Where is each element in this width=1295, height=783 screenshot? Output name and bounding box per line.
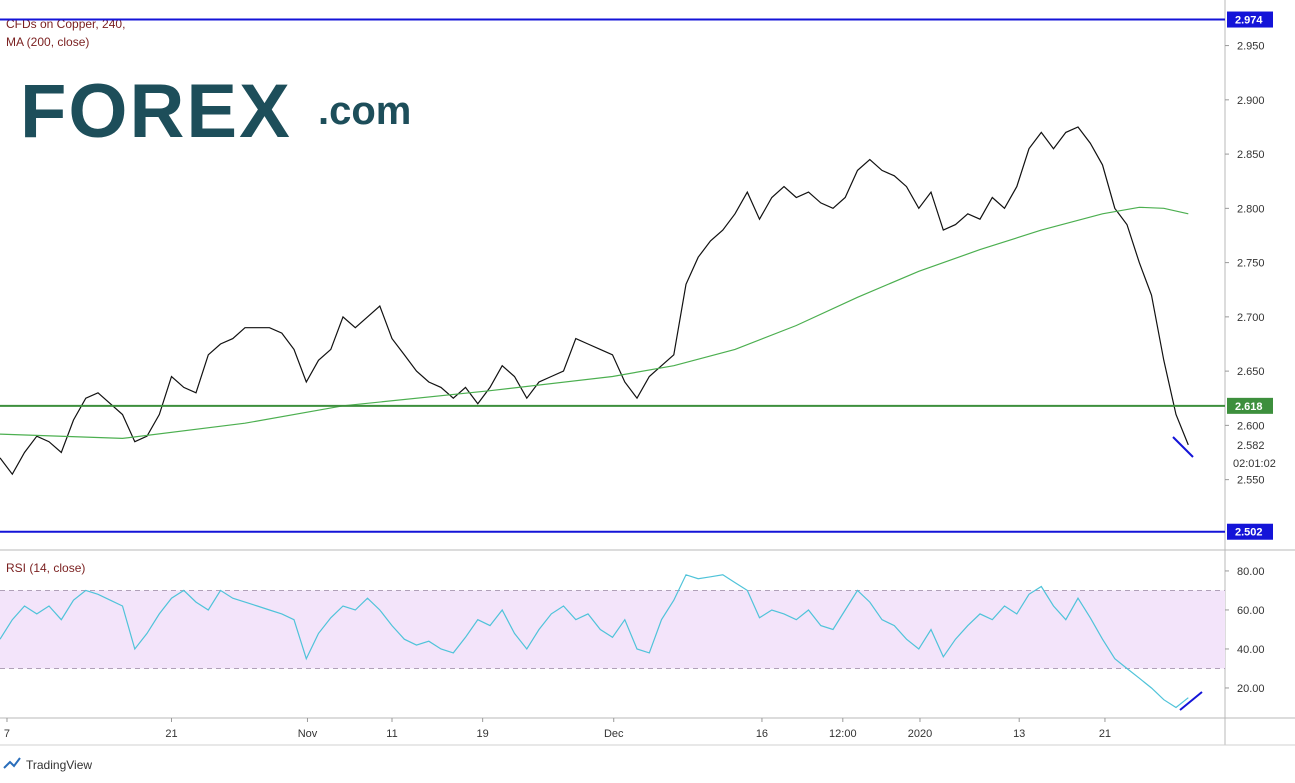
y-tick-label: 40.00 bbox=[1237, 644, 1265, 656]
x-tick-label: 2020 bbox=[908, 728, 932, 740]
y-tick-label: 2.550 bbox=[1237, 475, 1265, 487]
countdown: 02:01:02 bbox=[1233, 458, 1276, 470]
x-tick-label: 11 bbox=[386, 728, 397, 740]
y-tick-label: 80.00 bbox=[1237, 566, 1265, 578]
y-tick-label: 2.750 bbox=[1237, 258, 1265, 270]
footer-brand: TradingView bbox=[26, 758, 92, 772]
level-label: 2.974 bbox=[1235, 15, 1263, 27]
x-tick-label: 13 bbox=[1013, 728, 1025, 740]
trend-drawing bbox=[1179, 691, 1203, 711]
y-tick-label: 20.00 bbox=[1237, 683, 1265, 695]
series-line bbox=[0, 126, 1189, 476]
series-line bbox=[0, 574, 1189, 709]
y-tick-label: 2.900 bbox=[1237, 95, 1265, 107]
level-label-box bbox=[1227, 11, 1273, 28]
rsi-title: RSI (14, close) bbox=[6, 561, 85, 575]
x-tick-label: 21 bbox=[1099, 728, 1111, 740]
y-tick-label: 2.850 bbox=[1237, 149, 1265, 161]
level-label-box bbox=[1227, 397, 1273, 414]
level-label: 2.618 bbox=[1235, 401, 1263, 413]
x-tick-label: 12:00 bbox=[829, 728, 857, 740]
x-tick-label: Dec bbox=[604, 728, 624, 740]
x-tick-label: Nov bbox=[298, 728, 318, 740]
y-tick-label: 2.950 bbox=[1237, 41, 1265, 53]
y-tick-label: 2.600 bbox=[1237, 420, 1265, 432]
x-tick-label: 21 bbox=[165, 728, 177, 740]
y-tick-label: 2.800 bbox=[1237, 203, 1265, 215]
y-tick-label: 2.650 bbox=[1237, 366, 1265, 378]
x-tick-label: 19 bbox=[477, 728, 489, 740]
trend-drawing bbox=[1172, 436, 1194, 458]
y-tick-label: 2.700 bbox=[1237, 312, 1265, 324]
footer-icon bbox=[3, 757, 21, 769]
last-price-label: 2.582 bbox=[1237, 440, 1265, 452]
level-label: 2.502 bbox=[1235, 527, 1263, 539]
level-label-box bbox=[1227, 523, 1273, 540]
logo-suffix: .com bbox=[318, 89, 411, 133]
series-line bbox=[0, 206, 1189, 440]
rsi-band bbox=[0, 590, 1225, 669]
x-tick-label: 16 bbox=[756, 728, 768, 740]
indicator-label: MA (200, close) bbox=[6, 35, 89, 49]
x-tick-label: 7 bbox=[4, 728, 10, 740]
logo: FOREX bbox=[20, 69, 292, 154]
y-tick-label: 60.00 bbox=[1237, 605, 1265, 617]
